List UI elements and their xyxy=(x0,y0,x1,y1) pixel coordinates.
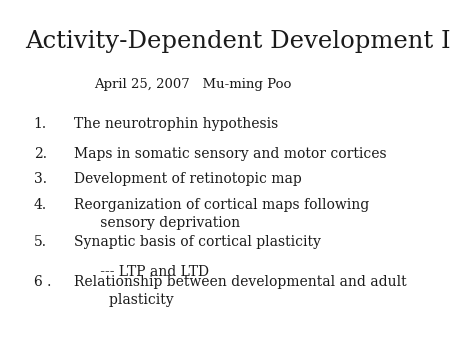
Text: 4.: 4. xyxy=(34,198,47,212)
Text: Synaptic basis of cortical plasticity: Synaptic basis of cortical plasticity xyxy=(74,235,321,249)
Text: Reorganization of cortical maps following
      sensory deprivation: Reorganization of cortical maps followin… xyxy=(74,198,369,230)
Text: Development of retinotopic map: Development of retinotopic map xyxy=(74,172,302,186)
Text: April 25, 2007   Mu-ming Poo: April 25, 2007 Mu-ming Poo xyxy=(94,78,292,91)
Text: 5.: 5. xyxy=(34,235,47,249)
Text: 6 .: 6 . xyxy=(34,275,51,289)
Text: The neurotrophin hypothesis: The neurotrophin hypothesis xyxy=(74,117,279,130)
Text: Activity-Dependent Development II: Activity-Dependent Development II xyxy=(25,30,450,53)
Text: 3.: 3. xyxy=(34,172,47,186)
Text: 1.: 1. xyxy=(34,117,47,130)
Text: Maps in somatic sensory and motor cortices: Maps in somatic sensory and motor cortic… xyxy=(74,147,387,161)
Text: --- LTP and LTD: --- LTP and LTD xyxy=(74,265,209,279)
Text: 2.: 2. xyxy=(34,147,47,161)
Text: Relationship between developmental and adult
        plasticity: Relationship between developmental and a… xyxy=(74,275,407,307)
